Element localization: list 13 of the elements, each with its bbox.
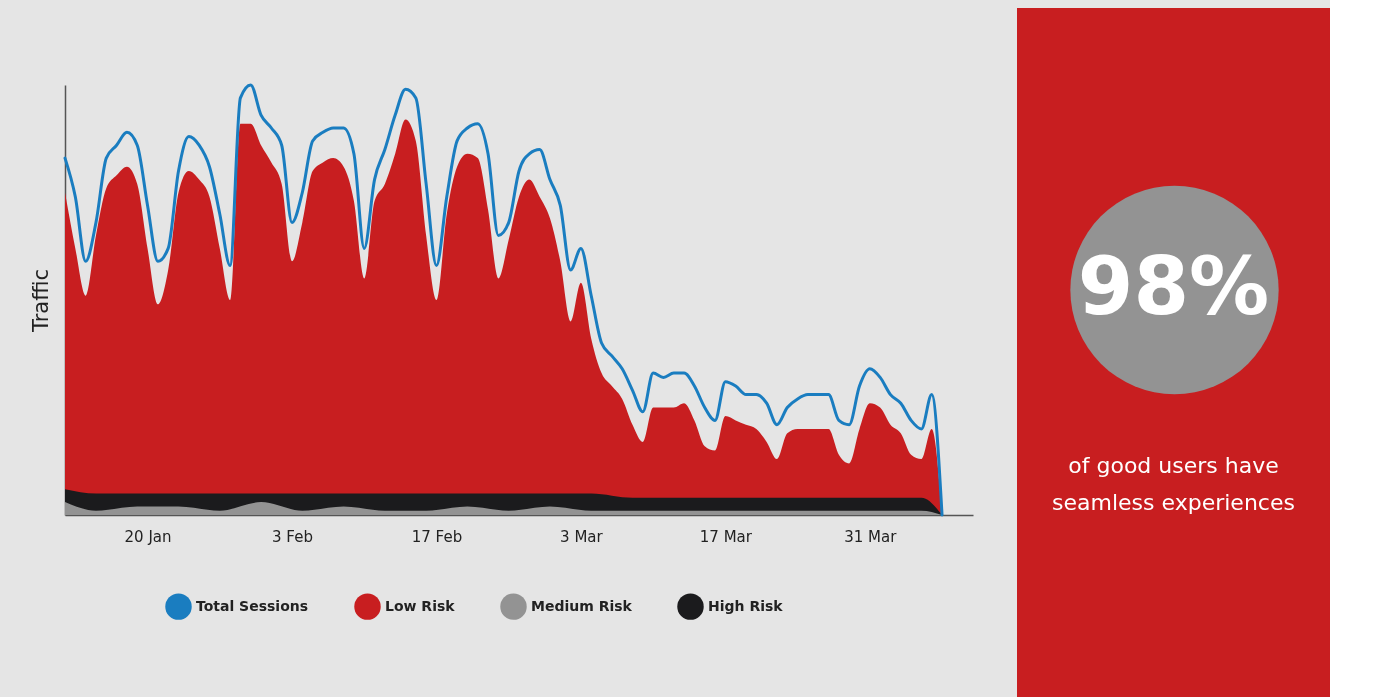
x-tick-label: 31 Mar [844,527,898,546]
x-tick-label: 20 Jan [124,527,172,546]
x-tick-label: 17 Feb [411,527,463,546]
x-tick-label: 17 Mar [699,527,753,546]
legend-label: Total Sessions [196,597,309,614]
x-tick-label: 3 Feb [272,527,313,546]
legend-label: High Risk [708,597,784,614]
text: of good users have seamless experiences [1052,453,1295,515]
legend-label: Low Risk [385,597,456,614]
legend-label: Medium Risk [531,597,633,614]
y-axis-title: Traffic [28,268,53,334]
x-tick-label: 3 Mar [560,527,604,546]
text: 98% [1077,240,1270,333]
